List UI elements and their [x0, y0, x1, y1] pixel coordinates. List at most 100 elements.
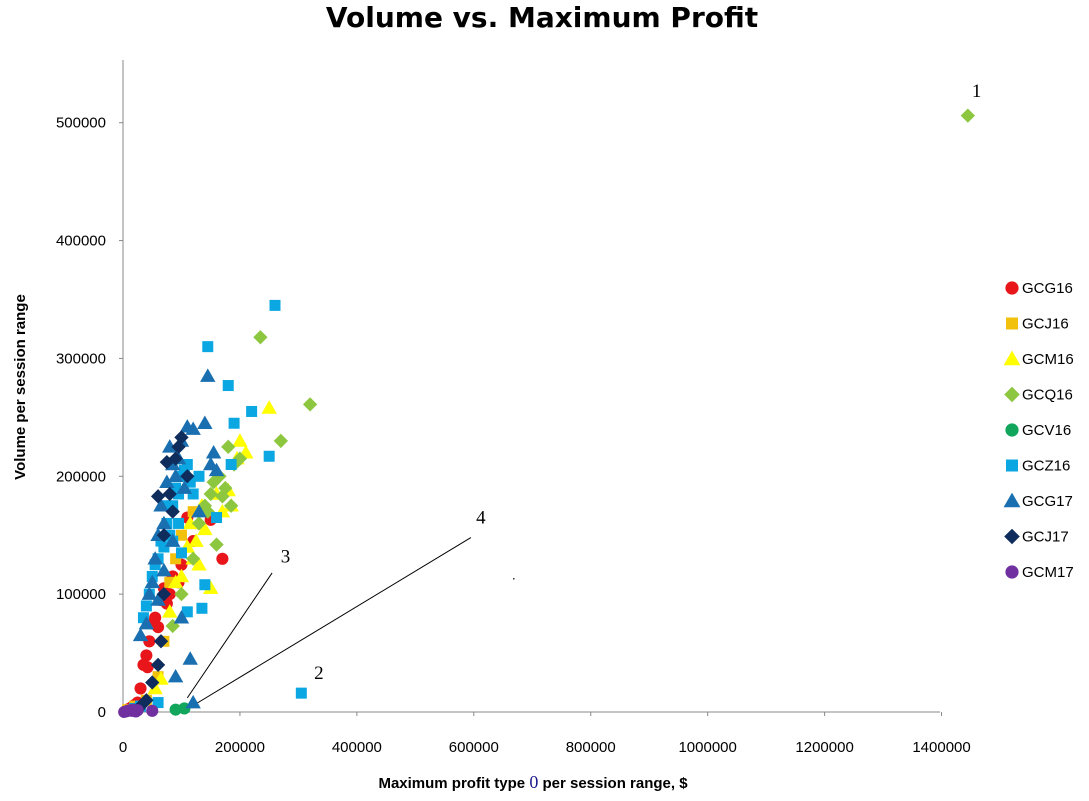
data-point: [187, 506, 199, 518]
data-point: [174, 430, 189, 445]
data-point: [253, 330, 268, 345]
data-point: [173, 568, 190, 583]
data-point: [170, 553, 182, 565]
data-point: [170, 482, 182, 494]
data-point: [222, 380, 234, 392]
data-point: [153, 498, 169, 512]
series-gcv16: [169, 702, 191, 716]
data-point: [187, 488, 199, 500]
x-tick-label: 200000: [215, 739, 265, 756]
data-point: [162, 439, 178, 453]
data-point: [269, 299, 281, 311]
data-point: [197, 415, 213, 430]
data-point: [211, 512, 223, 524]
legend-label: GCV16: [1022, 422, 1071, 439]
data-point: [180, 469, 195, 484]
data-point: [175, 529, 187, 541]
x-axis-label-zero: 0: [529, 772, 538, 792]
series-gcj17: [130, 430, 195, 717]
chart-title: Volume vs. Maximum Profit: [326, 1, 758, 34]
data-point: [209, 537, 224, 552]
data-point: [156, 586, 172, 602]
data-point: [164, 533, 181, 547]
data-point: [224, 498, 239, 513]
annotation-label-1: 1: [972, 81, 982, 102]
data-point: [176, 480, 193, 494]
legend-marker: [1005, 565, 1019, 579]
data-point: [273, 433, 289, 449]
legend-label: GCM17: [1022, 564, 1074, 581]
data-point: [208, 462, 225, 477]
legend-item-gcv16: GCV16: [1005, 422, 1071, 439]
stray-dot: [513, 578, 515, 580]
data-point: [139, 693, 154, 708]
data-point: [960, 108, 975, 123]
data-point: [263, 450, 275, 462]
data-point: [145, 675, 160, 690]
data-point: [215, 489, 230, 504]
plot-area: 0 200000 400000 600000 800000 1000000 1200000 1…: [56, 60, 981, 756]
legend-label: GCG17: [1022, 493, 1073, 510]
data-point: [185, 694, 201, 709]
data-point: [141, 586, 158, 600]
data-point: [191, 516, 207, 531]
legend-label: GCJ17: [1022, 529, 1069, 546]
legend-item-gcq16: GCQ16: [1004, 387, 1073, 404]
data-point: [158, 541, 170, 553]
data-point: [174, 586, 189, 602]
data-point: [228, 417, 240, 429]
legend-marker: [1006, 317, 1018, 330]
data-point: [302, 397, 318, 412]
y-tick-label: 100000: [56, 586, 106, 603]
y-tick-label: 200000: [56, 468, 106, 485]
x-axis-label: Maximum profit type 0 per session range,…: [378, 772, 688, 792]
data-point: [134, 682, 147, 695]
data-point: [150, 489, 166, 504]
data-point: [173, 610, 190, 624]
data-point: [178, 464, 190, 476]
data-point: [185, 421, 201, 435]
data-point: [159, 474, 175, 488]
data-points: [118, 108, 975, 719]
data-point: [182, 651, 198, 665]
data-point: [162, 486, 177, 502]
data-point: [161, 500, 173, 512]
data-point: [261, 400, 277, 414]
data-point: [162, 604, 178, 618]
data-point: [167, 468, 184, 483]
data-point: [156, 528, 172, 543]
data-point: [140, 649, 153, 662]
data-point: [131, 704, 144, 717]
data-point: [165, 504, 180, 519]
data-point: [188, 533, 204, 547]
data-point: [173, 517, 185, 529]
x-axis-ticks: 0 200000 400000 600000 800000 1000000 1200000 1…: [119, 712, 971, 756]
y-axis-ticks: 0 100000 200000 300000 400000 500000: [56, 115, 123, 721]
data-point: [197, 521, 213, 536]
y-tick-label: 0: [98, 704, 106, 721]
legend-marker: [1005, 423, 1019, 437]
series-gcm17: [118, 703, 159, 719]
data-point: [203, 486, 218, 502]
legend-item-gcj17: GCJ17: [1004, 529, 1069, 546]
annotation-label-4: 4: [476, 507, 486, 528]
data-point: [144, 574, 160, 589]
data-point: [150, 592, 166, 606]
data-point: [191, 556, 207, 571]
data-point: [295, 687, 307, 699]
data-point: [146, 704, 159, 717]
x-tick-label: 1200000: [795, 739, 853, 756]
data-point: [150, 657, 166, 673]
x-tick-label: 1400000: [912, 739, 970, 756]
data-point: [152, 697, 164, 709]
data-point: [175, 547, 187, 559]
data-point: [168, 451, 183, 466]
data-point: [232, 433, 248, 447]
annotation-line-1: [186, 572, 273, 699]
data-point: [181, 606, 193, 618]
data-point: [216, 552, 229, 565]
data-point: [246, 405, 258, 417]
data-point: [140, 600, 152, 612]
data-point: [153, 634, 169, 649]
